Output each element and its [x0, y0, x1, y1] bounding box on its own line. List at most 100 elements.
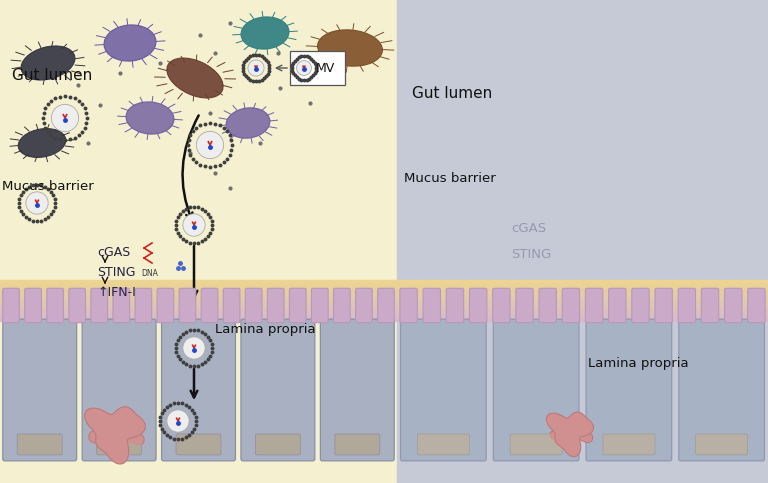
Bar	[0, 297, 397, 298]
FancyBboxPatch shape	[97, 434, 141, 455]
Bar	[397, 0, 768, 483]
Bar	[290, 51, 345, 85]
Bar	[397, 317, 768, 318]
Bar	[0, 0, 397, 483]
Ellipse shape	[241, 17, 289, 49]
Bar	[0, 294, 397, 295]
Bar	[0, 286, 397, 287]
Bar	[397, 316, 768, 317]
Text: Gut lumen: Gut lumen	[12, 68, 92, 83]
FancyBboxPatch shape	[82, 319, 156, 461]
Bar	[0, 292, 397, 294]
Bar	[397, 305, 768, 306]
Bar	[397, 294, 768, 295]
Bar	[397, 315, 768, 316]
Text: STING: STING	[511, 248, 551, 261]
Bar	[397, 308, 768, 309]
Circle shape	[26, 192, 48, 214]
Bar	[0, 310, 397, 311]
Bar	[0, 311, 397, 312]
Bar	[0, 303, 397, 304]
Bar	[397, 314, 768, 315]
Bar	[397, 287, 768, 288]
FancyBboxPatch shape	[333, 288, 350, 323]
Circle shape	[296, 60, 312, 75]
Bar	[0, 280, 397, 281]
Ellipse shape	[226, 108, 270, 138]
Text: MV: MV	[316, 61, 335, 74]
Bar	[0, 288, 397, 289]
FancyBboxPatch shape	[678, 288, 696, 323]
Bar	[0, 316, 397, 317]
FancyBboxPatch shape	[696, 434, 747, 455]
Bar	[0, 289, 397, 290]
Bar	[0, 305, 397, 306]
FancyBboxPatch shape	[241, 319, 315, 461]
FancyBboxPatch shape	[632, 288, 649, 323]
Bar	[397, 288, 768, 289]
FancyBboxPatch shape	[469, 288, 487, 323]
Ellipse shape	[104, 25, 156, 61]
FancyBboxPatch shape	[417, 434, 469, 455]
Text: Mucus barrier: Mucus barrier	[2, 180, 94, 193]
Bar	[397, 291, 768, 292]
FancyBboxPatch shape	[446, 288, 464, 323]
FancyBboxPatch shape	[586, 319, 672, 461]
Bar	[0, 314, 397, 315]
Bar	[0, 298, 397, 299]
FancyBboxPatch shape	[157, 288, 174, 323]
FancyBboxPatch shape	[356, 288, 372, 323]
Bar	[397, 298, 768, 299]
FancyBboxPatch shape	[679, 319, 764, 461]
FancyBboxPatch shape	[701, 288, 719, 323]
Bar	[0, 282, 397, 283]
Circle shape	[183, 337, 205, 359]
Bar	[397, 309, 768, 310]
Text: DNA: DNA	[141, 269, 158, 278]
Bar	[0, 318, 397, 319]
FancyBboxPatch shape	[335, 434, 379, 455]
FancyBboxPatch shape	[724, 288, 742, 323]
Bar	[397, 312, 768, 313]
Circle shape	[197, 131, 223, 158]
FancyBboxPatch shape	[655, 288, 672, 323]
FancyBboxPatch shape	[378, 288, 394, 323]
Bar	[397, 306, 768, 307]
FancyBboxPatch shape	[69, 288, 85, 323]
FancyBboxPatch shape	[516, 288, 533, 323]
Bar	[0, 299, 397, 300]
FancyBboxPatch shape	[562, 288, 580, 323]
Text: cGAS: cGAS	[97, 246, 131, 259]
Bar	[397, 319, 768, 320]
FancyBboxPatch shape	[25, 288, 41, 323]
Bar	[397, 310, 768, 311]
FancyBboxPatch shape	[201, 288, 218, 323]
Bar	[0, 313, 397, 314]
Bar	[397, 297, 768, 298]
FancyBboxPatch shape	[91, 288, 108, 323]
Text: Mucus barrier: Mucus barrier	[404, 171, 496, 185]
FancyBboxPatch shape	[113, 288, 130, 323]
Ellipse shape	[318, 30, 382, 66]
Bar	[397, 318, 768, 319]
Text: STING: STING	[97, 267, 135, 280]
Polygon shape	[84, 407, 145, 464]
FancyBboxPatch shape	[3, 288, 19, 323]
Bar	[397, 289, 768, 290]
Bar	[0, 302, 397, 303]
Bar	[397, 303, 768, 304]
Bar	[0, 308, 397, 309]
Bar	[0, 291, 397, 292]
Ellipse shape	[18, 128, 66, 157]
FancyBboxPatch shape	[401, 319, 486, 461]
FancyBboxPatch shape	[400, 288, 417, 323]
FancyBboxPatch shape	[47, 288, 64, 323]
FancyBboxPatch shape	[245, 288, 262, 323]
Bar	[397, 313, 768, 314]
Circle shape	[248, 60, 264, 76]
FancyBboxPatch shape	[539, 288, 556, 323]
Bar	[397, 295, 768, 296]
Bar	[397, 284, 768, 285]
FancyBboxPatch shape	[423, 288, 441, 323]
FancyBboxPatch shape	[290, 288, 306, 323]
